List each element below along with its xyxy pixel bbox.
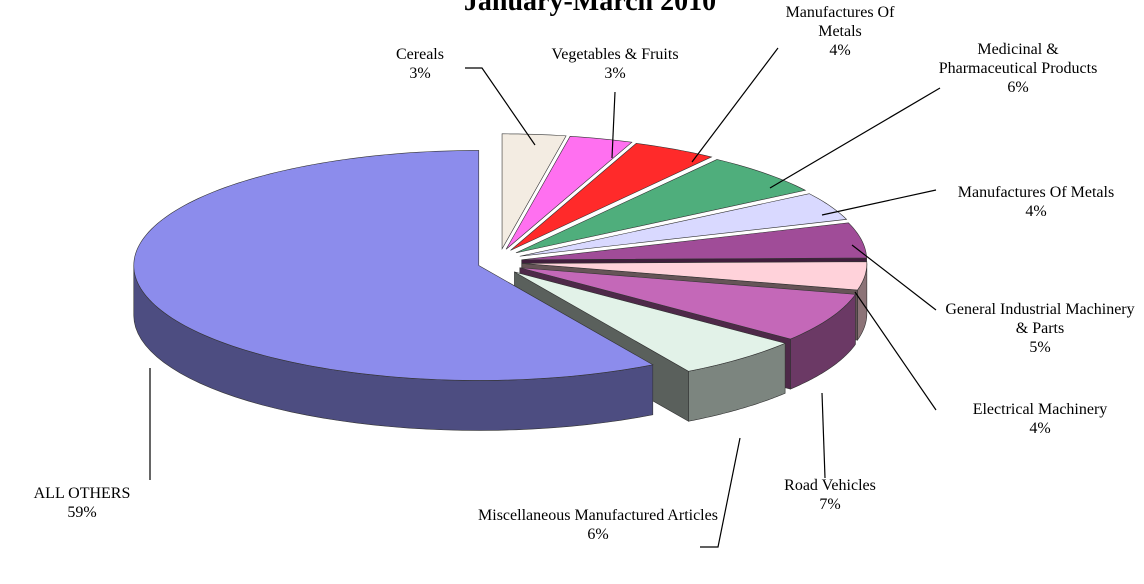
category-name: General Industrial Machinery & Parts	[945, 301, 1135, 337]
slice-label: Cereals 3%	[360, 45, 480, 83]
slice	[501, 133, 567, 250]
slice	[519, 193, 848, 257]
leader-line	[851, 244, 937, 311]
leader-line	[854, 291, 937, 411]
leader-line	[465, 67, 536, 146]
category-name: ALL OTHERS	[33, 485, 131, 502]
category-name: Miscellaneous Manufactured Articles	[478, 507, 718, 524]
slice	[510, 143, 713, 251]
value-label: 3%	[409, 65, 431, 82]
leader-line	[821, 392, 826, 479]
leader-line	[769, 87, 941, 189]
slice-label: Manufactures Of Metals 4%	[765, 3, 915, 60]
slice-label: Electrical Machinery 4%	[935, 400, 1144, 438]
slice	[133, 150, 654, 381]
slice	[514, 271, 787, 372]
slice	[521, 222, 867, 261]
value-label: 5%	[1029, 339, 1051, 356]
category-name: Manufactures Of Metals	[957, 184, 1115, 201]
slice-label: Medicinal & Pharmaceutical Products 6%	[933, 40, 1103, 97]
slice-label: Manufactures Of Metals 4%	[951, 183, 1121, 221]
category-name: Medicinal & Pharmaceutical Products	[938, 41, 1098, 77]
slice-label: Road Vehicles 7%	[750, 476, 910, 514]
slice-label: Vegetables & Fruits 3%	[515, 45, 715, 83]
slice	[521, 261, 868, 291]
value-label: 3%	[604, 65, 626, 82]
category-name: Electrical Machinery	[972, 401, 1108, 418]
slice-label: Miscellaneous Manufactured Articles 6%	[478, 506, 718, 544]
slice	[519, 267, 857, 340]
value-label: 6%	[587, 526, 609, 543]
category-name: Manufactures Of Metals	[785, 4, 895, 40]
value-label: 7%	[819, 496, 841, 513]
chart-title: January-March 2010	[463, 0, 717, 17]
category-name: Vegetables & Fruits	[551, 46, 679, 63]
value-label: 4%	[829, 42, 851, 59]
value-label: 4%	[1025, 203, 1047, 220]
leader-line	[611, 91, 616, 159]
slice-label: General Industrial Machinery & Parts 5%	[940, 300, 1140, 357]
slice	[505, 135, 633, 250]
leader-line	[821, 189, 937, 216]
value-label: 4%	[1029, 420, 1051, 437]
leader-line	[700, 437, 741, 548]
category-name: Road Vehicles	[784, 477, 876, 494]
slice-label: ALL OTHERS 59%	[2, 484, 162, 522]
leader-line	[691, 47, 779, 163]
category-name: Cereals	[396, 46, 444, 63]
slice	[515, 159, 807, 254]
value-label: 59%	[67, 504, 97, 521]
value-label: 6%	[1007, 79, 1029, 96]
